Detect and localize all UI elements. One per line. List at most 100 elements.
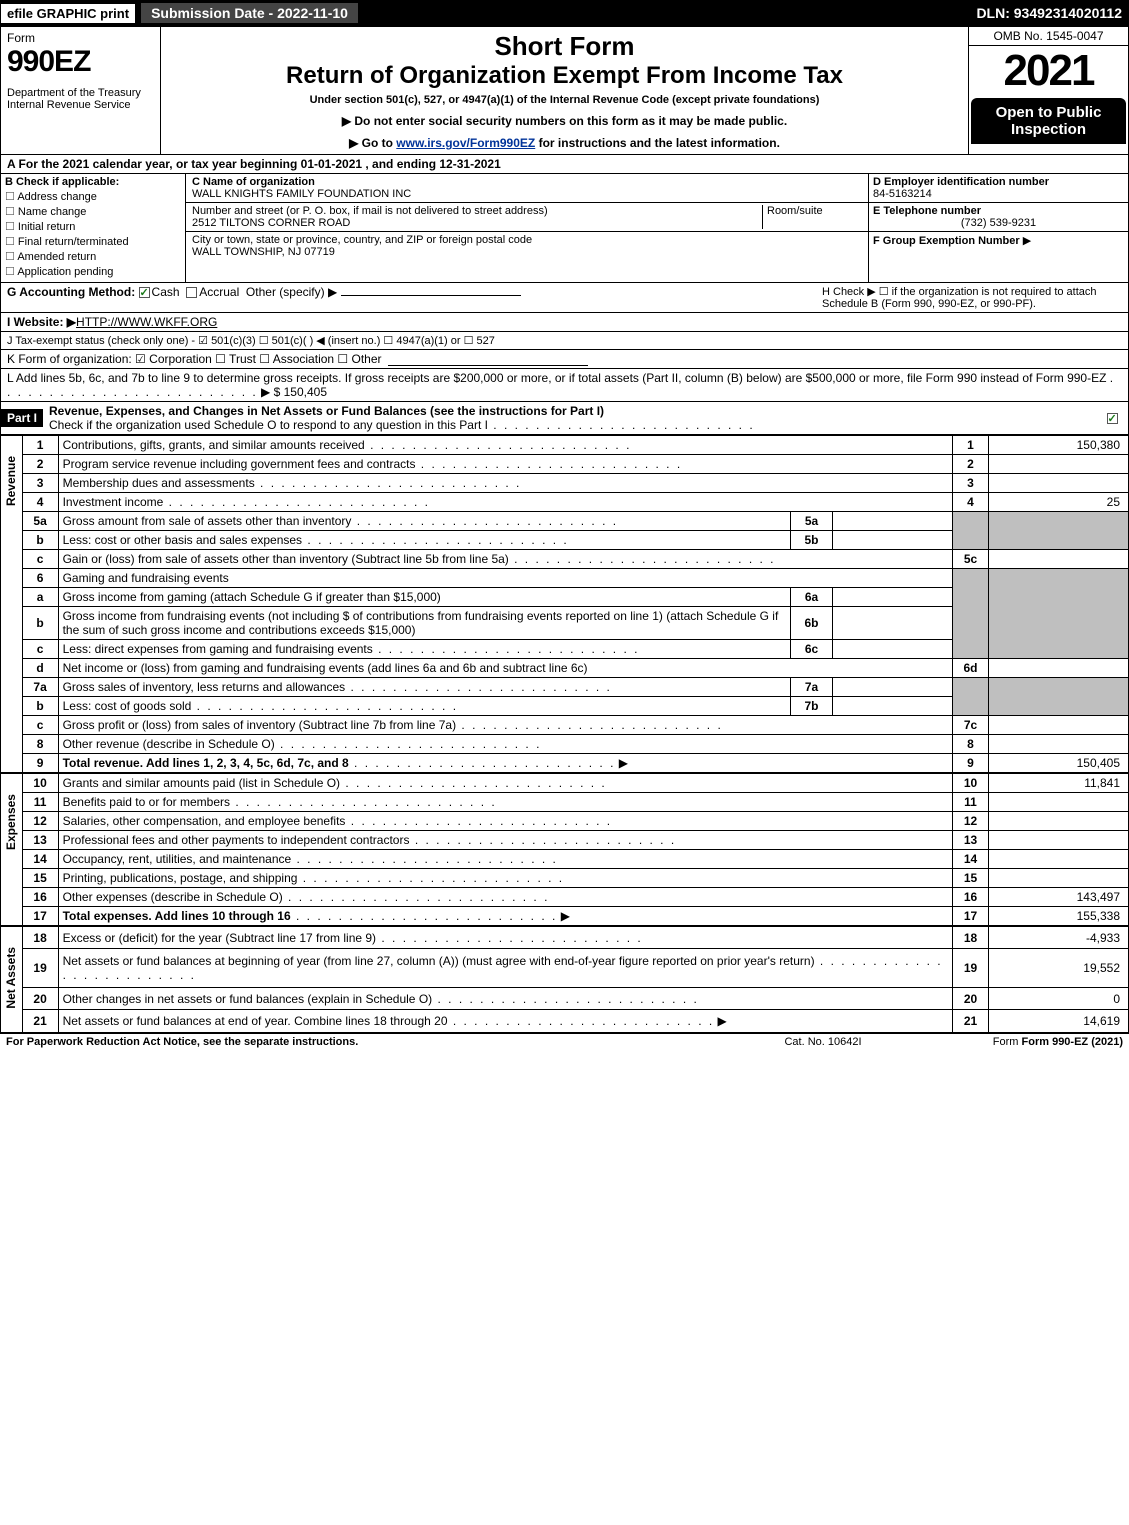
line-k: K Form of organization: ☑ Corporation ☐ …: [0, 350, 1129, 369]
irs-link[interactable]: www.irs.gov/Form990EZ: [396, 136, 535, 150]
dept-label: Department of the Treasury Internal Reve…: [7, 87, 154, 111]
phone-label: E Telephone number: [873, 205, 981, 217]
check-address-change[interactable]: Address change: [5, 190, 181, 203]
line-l: L Add lines 5b, 6c, and 7b to line 9 to …: [0, 369, 1129, 402]
check-initial-return[interactable]: Initial return: [5, 220, 181, 233]
netassets-section: Net Assets 18Excess or (deficit) for the…: [0, 926, 1129, 1033]
ein-value: 84-5163214: [873, 188, 932, 200]
form-label: Form: [7, 31, 154, 45]
ein-label: D Employer identification number: [873, 176, 1049, 188]
part-i-title: Revenue, Expenses, and Changes in Net As…: [43, 402, 1098, 434]
table-row: cGain or (loss) from sale of assets othe…: [22, 550, 1128, 569]
form-number: 990EZ: [7, 45, 154, 79]
other-label: Other (specify) ▶: [246, 285, 337, 299]
part-i-label: Part I: [1, 409, 43, 427]
section-b-grid: B Check if applicable: Address change Na…: [0, 174, 1129, 283]
org-name-row: C Name of organization WALL KNIGHTS FAMI…: [186, 174, 868, 203]
note-ssn: Do not enter social security numbers on …: [167, 114, 962, 128]
website-value[interactable]: HTTP://WWW.WKFF.ORG: [76, 315, 217, 329]
table-row: 5aGross amount from sale of assets other…: [22, 512, 1128, 531]
ein-block: D Employer identification number 84-5163…: [869, 174, 1128, 203]
dln: DLN: 93492314020112: [970, 3, 1128, 23]
street-row: Number and street (or P. O. box, if mail…: [186, 203, 868, 232]
g-label: G Accounting Method:: [7, 285, 135, 299]
arrow-icon: ▶: [1023, 235, 1031, 247]
header-left: Form 990EZ Department of the Treasury In…: [1, 27, 161, 154]
table-row: 1Contributions, gifts, grants, and simil…: [22, 436, 1128, 455]
room-label: Room/suite: [762, 205, 862, 229]
part-i-sub: Check if the organization used Schedule …: [49, 418, 488, 432]
check-name-change[interactable]: Name change: [5, 205, 181, 218]
phone-value: (732) 539-9231: [873, 217, 1124, 229]
table-row: 8Other revenue (describe in Schedule O)8: [22, 735, 1128, 754]
l-amount: $ 150,405: [274, 385, 327, 399]
omb-number: OMB No. 1545-0047: [969, 27, 1128, 46]
table-row: 3Membership dues and assessments3: [22, 474, 1128, 493]
table-row: 15Printing, publications, postage, and s…: [22, 869, 1128, 888]
netassets-vlabel: Net Assets: [0, 926, 22, 1033]
table-row: 6Gaming and fundraising events: [22, 569, 1128, 588]
footer-right: Form Form 990-EZ (2021): [923, 1036, 1123, 1048]
under-section: Under section 501(c), 527, or 4947(a)(1)…: [167, 94, 962, 106]
table-row: 20Other changes in net assets or fund ba…: [22, 987, 1128, 1009]
top-bar: efile GRAPHIC print Submission Date - 20…: [0, 0, 1129, 26]
revenue-section: Revenue 1Contributions, gifts, grants, a…: [0, 435, 1129, 773]
cash-label: Cash: [152, 285, 180, 299]
table-row: 13Professional fees and other payments t…: [22, 831, 1128, 850]
city-value: WALL TOWNSHIP, NJ 07719: [192, 246, 335, 258]
check-final-return[interactable]: Final return/terminated: [5, 235, 181, 248]
expenses-table: 10Grants and similar amounts paid (list …: [22, 773, 1129, 926]
table-row: 17Total expenses. Add lines 10 through 1…: [22, 907, 1128, 926]
city-label: City or town, state or province, country…: [192, 234, 532, 246]
revenue-vlabel: Revenue: [0, 435, 22, 773]
expenses-vlabel: Expenses: [0, 773, 22, 926]
short-form-title: Short Form: [167, 31, 962, 62]
note-goto: Go to www.irs.gov/Form990EZ for instruct…: [167, 136, 962, 150]
expenses-section: Expenses 10Grants and similar amounts pa…: [0, 773, 1129, 926]
line-i: I Website: ▶ HTTP://WWW.WKFF.ORG: [0, 313, 1129, 332]
part-i-check[interactable]: [1098, 411, 1128, 425]
table-row: 14Occupancy, rent, utilities, and mainte…: [22, 850, 1128, 869]
check-application-pending[interactable]: Application pending: [5, 265, 181, 278]
submission-date: Submission Date - 2022-11-10: [139, 1, 360, 25]
b-label: B Check if applicable:: [5, 176, 181, 188]
table-row: 21Net assets or fund balances at end of …: [22, 1010, 1128, 1032]
line-g: G Accounting Method: Cash Accrual Other …: [7, 285, 822, 310]
line-g-h: G Accounting Method: Cash Accrual Other …: [0, 283, 1129, 313]
table-row: 7aGross sales of inventory, less returns…: [22, 678, 1128, 697]
check-amended-return[interactable]: Amended return: [5, 250, 181, 263]
table-row: 19Net assets or fund balances at beginni…: [22, 949, 1128, 988]
open-public: Open to Public Inspection: [971, 98, 1126, 144]
k-text: K Form of organization: ☑ Corporation ☐ …: [7, 352, 382, 366]
accrual-label: Accrual: [199, 285, 239, 299]
section-c: C Name of organization WALL KNIGHTS FAMI…: [186, 174, 868, 282]
efile-label[interactable]: efile GRAPHIC print: [1, 4, 135, 23]
goto-prefix: Go to: [362, 136, 397, 150]
goto-suffix: for instructions and the latest informat…: [539, 136, 780, 150]
table-row: 16Other expenses (describe in Schedule O…: [22, 888, 1128, 907]
revenue-table: 1Contributions, gifts, grants, and simil…: [22, 435, 1129, 773]
table-row: 9Total revenue. Add lines 1, 2, 3, 4, 5c…: [22, 754, 1128, 773]
check-accrual[interactable]: [186, 287, 197, 298]
line-h: H Check ▶ ☐ if the organization is not r…: [822, 285, 1122, 310]
tax-year: 2021: [969, 46, 1128, 96]
l-text: L Add lines 5b, 6c, and 7b to line 9 to …: [7, 371, 1106, 385]
table-row: 10Grants and similar amounts paid (list …: [22, 774, 1128, 793]
netassets-table: 18Excess or (deficit) for the year (Subt…: [22, 926, 1129, 1033]
footer-form: Form 990-EZ (2021): [1022, 1036, 1123, 1048]
return-title: Return of Organization Exempt From Incom…: [167, 62, 962, 90]
table-row: 18Excess or (deficit) for the year (Subt…: [22, 927, 1128, 949]
check-cash[interactable]: [139, 287, 150, 298]
street-label: Number and street (or P. O. box, if mail…: [192, 205, 548, 217]
part-i-header: Part I Revenue, Expenses, and Changes in…: [0, 402, 1129, 435]
header-center: Short Form Return of Organization Exempt…: [161, 27, 968, 154]
arrow-icon: [349, 136, 362, 150]
i-label: I Website: ▶: [7, 315, 76, 329]
group-exemption-block: F Group Exemption Number ▶: [869, 232, 1128, 249]
line-j: J Tax-exempt status (check only one) - ☑…: [0, 332, 1129, 350]
group-exemption-label: F Group Exemption Number: [873, 235, 1020, 247]
table-row: 4Investment income425: [22, 493, 1128, 512]
section-def: D Employer identification number 84-5163…: [868, 174, 1128, 282]
table-row: cGross profit or (loss) from sales of in…: [22, 716, 1128, 735]
footer-left: For Paperwork Reduction Act Notice, see …: [6, 1036, 723, 1048]
